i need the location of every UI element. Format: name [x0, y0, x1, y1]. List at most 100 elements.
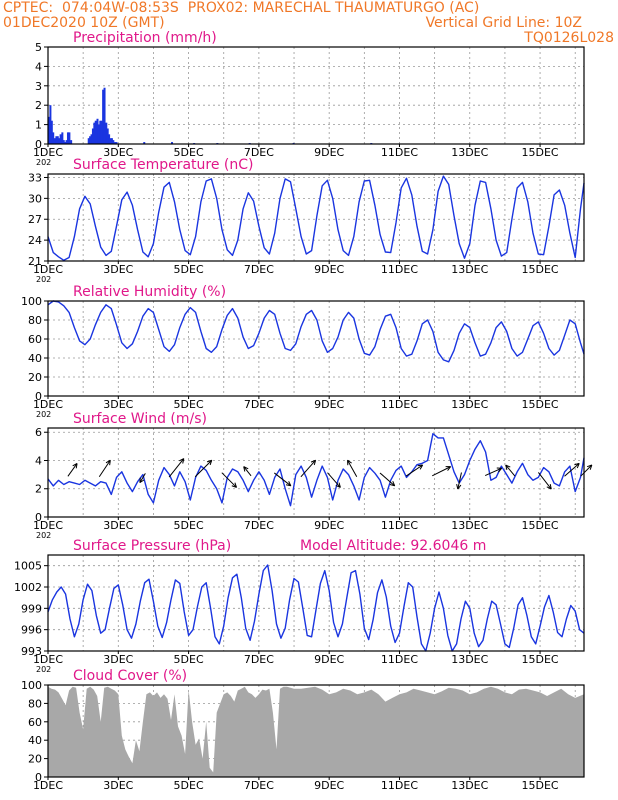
rh-ytick-label: 80 [28, 314, 42, 327]
pres-xtick-label: 3DEC [103, 653, 133, 666]
rh-xtick-label: 13DEC [451, 398, 488, 411]
temp-xtick-label: 11DEC [381, 263, 418, 276]
cloud-xtick-label: 1DEC [33, 779, 63, 792]
pres-annotation: Model Altitude: 92.6046 m [300, 538, 486, 554]
precip-ytick-label: 1 [35, 119, 42, 132]
wind-arrow-head [310, 459, 317, 466]
wind-arrow [194, 459, 213, 478]
precip-bar [61, 132, 64, 144]
wind-panel [44, 427, 593, 520]
cloud-xtick-label: 13DEC [451, 779, 488, 792]
wind-ytick-label: 6 [35, 426, 42, 439]
pres-xtick-label: 15DEC [522, 653, 559, 666]
precip-bar [103, 87, 106, 144]
precip-panel [44, 46, 585, 147]
precip-bar [59, 134, 62, 144]
wind-arrow-head [505, 464, 511, 470]
wind-arrow [168, 458, 185, 478]
wind-year-stub: 202 [36, 531, 51, 540]
wind-arrow-head [243, 466, 249, 472]
temp-ytick-label: 21 [28, 255, 42, 268]
precip-bar [114, 142, 117, 144]
wind-arrow [505, 464, 516, 477]
cloud-ytick-label: 80 [28, 697, 42, 710]
precip-bar [68, 132, 71, 144]
header-line1: CPTEC: 074:04W-08:53S PROX02: MARECHAL T… [3, 0, 480, 16]
wind-arrow-head [231, 482, 238, 488]
precip-bar [65, 140, 68, 144]
rh-xtick-label: 1DEC [33, 398, 63, 411]
precip-bar [52, 132, 55, 144]
wind-arrow [405, 464, 423, 477]
wind-arrow-head [496, 467, 503, 473]
temp-panel [44, 173, 585, 264]
rh-frame [47, 300, 585, 397]
pres-ytick-label: 999 [21, 602, 42, 615]
temp-frame [47, 173, 585, 262]
precip-xtick-label: 13DEC [451, 146, 488, 159]
temp-xtick-label: 13DEC [451, 263, 488, 276]
rh-panel [44, 300, 585, 399]
wind-ytick-label: 0 [35, 511, 42, 524]
precip-title: Precipitation (mm/h) [73, 30, 217, 46]
precip-year-stub: 202 [36, 158, 51, 167]
cloud-xtick-label: 9DEC [314, 779, 344, 792]
precip-bar [50, 120, 53, 144]
temp-line [47, 175, 585, 261]
temp-xtick-label: 1DEC [33, 263, 63, 276]
wind-arrow [139, 473, 146, 483]
precip-bar [108, 134, 111, 144]
cloud-xtick-label: 11DEC [381, 779, 418, 792]
precip-xtick-label: 1DEC [33, 146, 63, 159]
rh-ytick-label: 60 [28, 333, 42, 346]
wind-line [47, 433, 585, 507]
temp-xtick-label: 7DEC [244, 263, 274, 276]
wind-xtick-label: 1DEC [33, 519, 63, 532]
wind-arrow [379, 472, 396, 487]
pres-xtick-label: 9DEC [314, 653, 344, 666]
wind-arrow-head [445, 466, 452, 471]
rh-title: Relative Humidity (%) [73, 284, 226, 300]
temp-year-stub: 202 [36, 275, 51, 284]
wind-arrow [300, 459, 316, 478]
pres-xtick-label: 13DEC [451, 653, 488, 666]
precip-bar [70, 140, 73, 144]
precip-bar [56, 136, 59, 144]
precip-bar [62, 140, 65, 144]
wind-frame [47, 427, 585, 518]
precip-bar [89, 136, 92, 144]
temp-ytick-label: 30 [28, 192, 42, 205]
rh-ytick-label: 100 [21, 295, 42, 308]
precip-bar [99, 120, 102, 144]
pres-xtick-label: 11DEC [381, 653, 418, 666]
wind-arrow-head [456, 484, 462, 490]
temp-ytick-label: 24 [28, 234, 42, 247]
precip-bar [105, 122, 108, 144]
wind-xtick-label: 13DEC [451, 519, 488, 532]
cloud-frame [47, 684, 585, 778]
header-grid-note: Vertical Grid Line: 10Z [425, 15, 582, 31]
rh-xtick-label: 9DEC [314, 398, 344, 411]
wind-arrow-head [72, 462, 78, 469]
temp-xtick-label: 15DEC [522, 263, 559, 276]
rh-xtick-label: 7DEC [244, 398, 274, 411]
cloud-xtick-label: 3DEC [103, 779, 133, 792]
pres-xtick-label: 1DEC [33, 653, 63, 666]
wind-arrow [347, 459, 358, 478]
precip-bar [58, 138, 61, 144]
header-date: 01DEC2020 10Z (GMT) [3, 15, 165, 31]
rh-xtick-label: 15DEC [522, 398, 559, 411]
pres-ytick-label: 1002 [14, 581, 42, 594]
wind-arrow [273, 472, 292, 487]
precip-xtick-label: 11DEC [381, 146, 418, 159]
cloud-ytick-label: 20 [28, 753, 42, 766]
precip-bar [66, 132, 69, 144]
wind-arrow-head [389, 481, 396, 487]
rh-line [47, 300, 585, 363]
wind-xtick-label: 15DEC [522, 519, 559, 532]
pres-xtick-label: 7DEC [244, 653, 274, 666]
cloud-xtick-label: 15DEC [522, 779, 559, 792]
precip-bar [53, 138, 56, 144]
precip-ytick-label: 3 [35, 80, 42, 93]
cloud-ytick-label: 40 [28, 734, 42, 747]
